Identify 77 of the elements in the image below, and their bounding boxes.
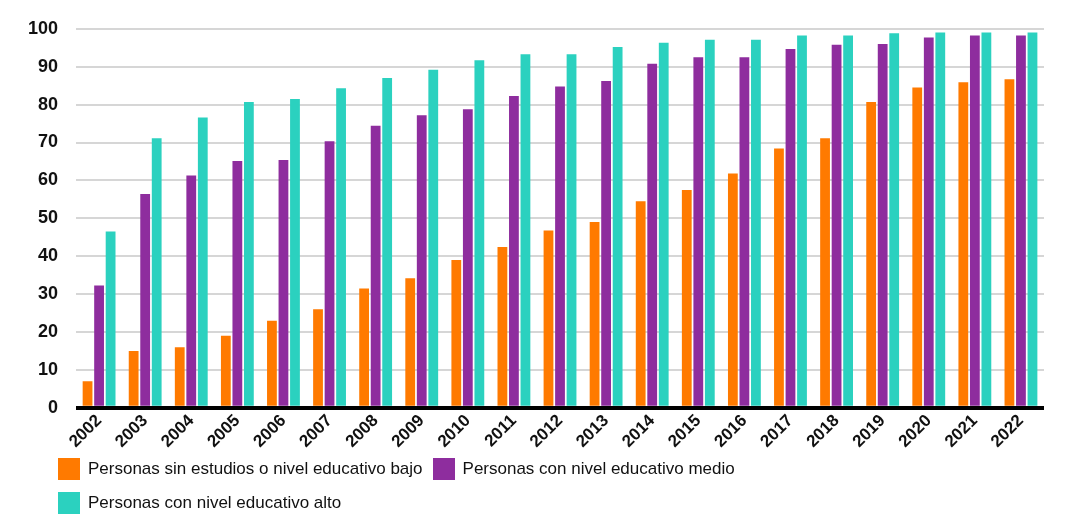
bar xyxy=(543,230,554,406)
bar xyxy=(601,81,612,406)
bar xyxy=(105,231,116,406)
bar xyxy=(94,285,104,406)
bar xyxy=(877,43,888,406)
bar xyxy=(566,54,577,406)
bar xyxy=(785,48,796,406)
bar xyxy=(751,39,761,406)
bar xyxy=(128,350,139,406)
bar xyxy=(589,222,600,406)
bar xyxy=(382,78,393,406)
bar xyxy=(658,42,669,406)
bar xyxy=(727,173,738,406)
bar xyxy=(681,189,692,406)
y-tick-label: 0 xyxy=(48,396,59,417)
bar xyxy=(797,35,807,406)
bar xyxy=(1004,79,1015,406)
bar xyxy=(151,138,162,406)
y-tick-label: 40 xyxy=(38,245,59,266)
bar xyxy=(174,347,185,406)
bar xyxy=(923,37,934,406)
bar xyxy=(359,288,370,406)
y-tick-label: 70 xyxy=(38,131,59,152)
bar xyxy=(647,63,658,406)
bar xyxy=(820,138,830,406)
bar xyxy=(635,201,646,406)
y-tick-label: 30 xyxy=(38,283,59,304)
bar xyxy=(889,33,900,406)
bar xyxy=(739,57,750,406)
bar xyxy=(416,115,427,406)
y-tick-label: 90 xyxy=(38,55,59,76)
bar xyxy=(451,260,462,406)
bar xyxy=(509,95,519,406)
bar xyxy=(1027,32,1038,406)
bar xyxy=(290,98,300,406)
bar xyxy=(866,101,877,406)
bar xyxy=(220,335,231,406)
bar xyxy=(497,247,508,406)
y-tick-label: 80 xyxy=(38,93,59,114)
bar xyxy=(462,109,473,406)
legend-label: Personas sin estudios o nivel educativo bajo xyxy=(88,459,423,479)
y-tick-label: 50 xyxy=(38,207,59,228)
bar xyxy=(981,32,992,406)
bar xyxy=(278,159,289,406)
bar xyxy=(405,278,416,406)
bar xyxy=(958,82,969,406)
bar xyxy=(428,69,439,406)
bar xyxy=(831,44,842,406)
bar xyxy=(555,86,565,406)
bar xyxy=(243,101,254,406)
bar xyxy=(336,88,346,406)
bar xyxy=(704,39,715,406)
bar xyxy=(912,87,923,406)
bar xyxy=(267,320,277,406)
bar xyxy=(474,60,485,406)
bar xyxy=(140,194,151,406)
bar xyxy=(370,125,381,406)
bar xyxy=(774,148,784,406)
bar xyxy=(612,46,623,406)
bar xyxy=(324,141,335,406)
bar xyxy=(232,161,243,406)
y-tick-label: 10 xyxy=(38,358,59,379)
bar xyxy=(520,54,531,406)
y-tick-label: 20 xyxy=(38,321,59,341)
legend-label: Personas con nivel educativo alto xyxy=(88,493,342,513)
bar xyxy=(1016,35,1026,406)
bar xyxy=(969,35,980,406)
bar xyxy=(313,309,323,406)
legend-label: Personas con nivel educativo medio xyxy=(462,459,735,479)
bar xyxy=(693,57,704,406)
bar xyxy=(935,32,946,406)
bar xyxy=(82,381,93,406)
bar xyxy=(843,35,853,406)
bar xyxy=(186,175,197,406)
y-tick-label: 100 xyxy=(27,17,59,38)
bar xyxy=(197,117,208,406)
y-tick-label: 60 xyxy=(38,169,59,190)
